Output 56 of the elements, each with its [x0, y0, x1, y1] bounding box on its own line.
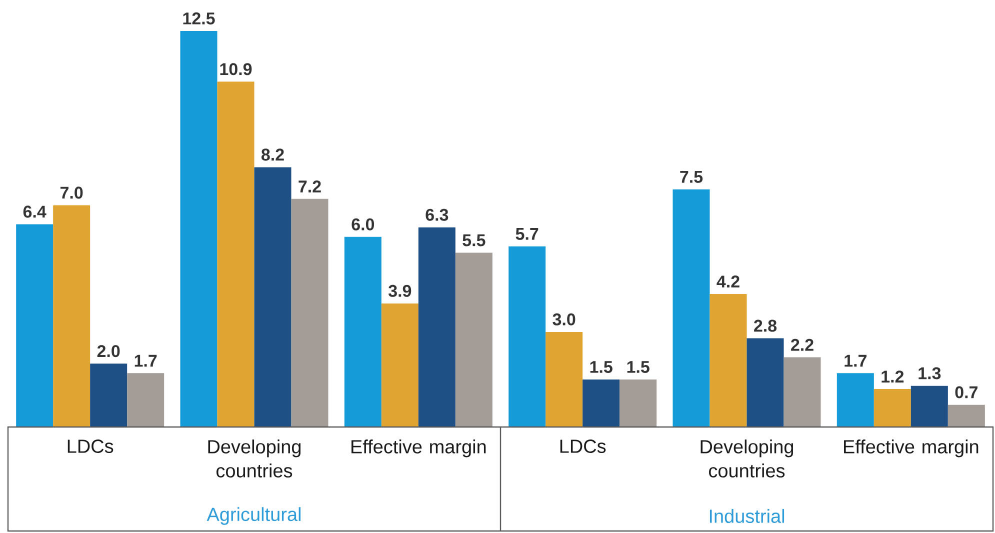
bar: [508, 246, 546, 427]
x-tick-label: Effective margin: [352, 440, 486, 458]
data-label: 8.2: [261, 148, 284, 161]
data-label: 10.9: [220, 63, 252, 76]
bar: [672, 189, 710, 427]
bar: [418, 227, 456, 427]
bar: [254, 167, 292, 427]
data-label: 3.9: [388, 284, 412, 297]
data-label: 12.5: [183, 12, 215, 24]
bar: [180, 30, 218, 427]
data-label: 6.4: [23, 206, 46, 218]
bar: [874, 388, 911, 427]
data-label: 6.0: [352, 218, 374, 230]
data-label: 2.8: [754, 320, 777, 332]
text: Industrial: [710, 509, 784, 523]
bar: [620, 379, 657, 427]
bar: [546, 332, 583, 427]
x-tick-label: Developing countries: [700, 440, 794, 478]
bar: [217, 82, 254, 427]
bar: [455, 252, 492, 427]
data-label: 2.2: [791, 338, 814, 351]
bar: [582, 379, 620, 427]
data-label: 7.5: [680, 171, 703, 183]
data-label: 5.5: [462, 234, 486, 246]
bar: [910, 386, 948, 427]
data-label: 1.5: [627, 361, 650, 373]
bar: [127, 373, 164, 427]
x-tick-label: LDCs: [68, 440, 114, 453]
data-label: 1.7: [134, 354, 157, 367]
data-label: 5.7: [516, 228, 538, 240]
data-label: 1.5: [590, 361, 612, 373]
x-tick-label: Developing countries: [208, 440, 301, 478]
data-label: 1.3: [918, 367, 941, 380]
x-tick-label: LDCs: [560, 440, 606, 453]
bar: [836, 373, 874, 427]
text: Agricultural: [206, 507, 300, 525]
data-label: 1.7: [844, 354, 866, 367]
bar: [344, 236, 382, 427]
bar: [53, 205, 90, 427]
bar: [90, 364, 128, 427]
data-label: 7.0: [60, 186, 83, 199]
data-label: 3.0: [552, 313, 576, 326]
bar: [784, 357, 821, 427]
data-label: 1.2: [882, 370, 904, 382]
data-label: 6.3: [426, 208, 448, 221]
bar: [948, 404, 985, 427]
bar: [746, 338, 784, 427]
bar: [16, 224, 54, 427]
bar: [291, 198, 328, 427]
data-label: 2.0: [97, 345, 120, 358]
x-tick-label: Effective margin: [844, 440, 978, 458]
data-label: 4.2: [716, 276, 740, 288]
data-label: 7.2: [298, 180, 321, 192]
bar: [710, 294, 747, 427]
bar: [381, 303, 418, 427]
data-label: 0.7: [955, 386, 978, 398]
